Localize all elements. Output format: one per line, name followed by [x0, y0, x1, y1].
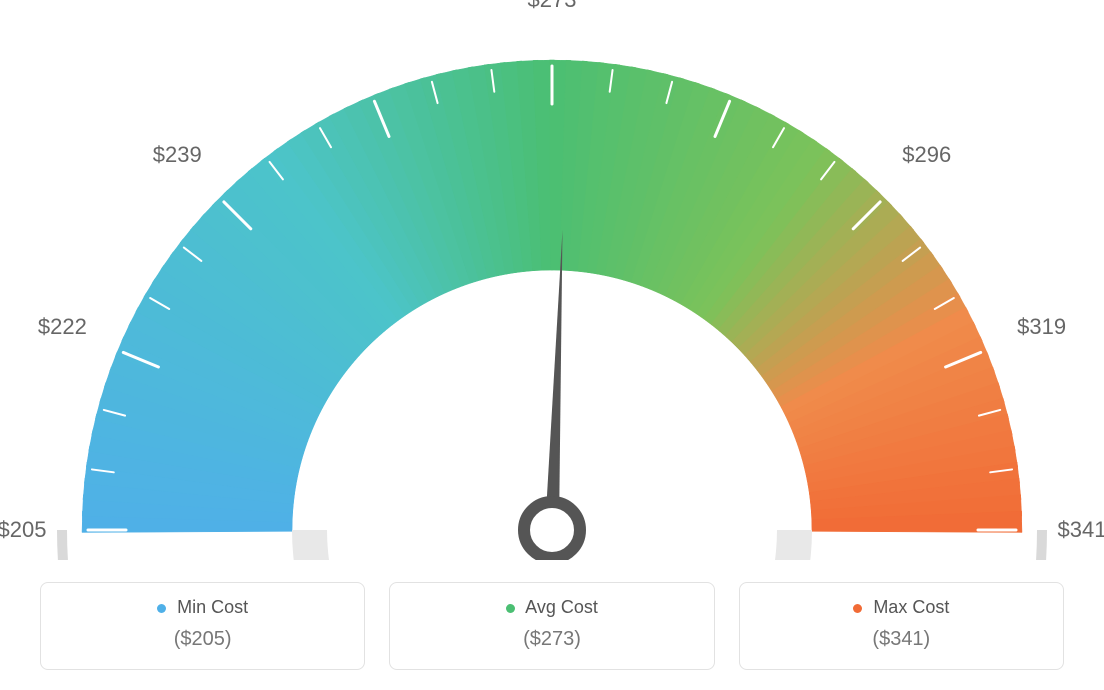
max-cost-card: Max Cost ($341) — [739, 582, 1064, 670]
min-cost-title-text: Min Cost — [177, 597, 248, 617]
gauge-svg — [0, 0, 1104, 560]
min-cost-title: Min Cost — [51, 597, 354, 618]
gauge-scale-label: $205 — [0, 517, 46, 543]
avg-cost-title: Avg Cost — [400, 597, 703, 618]
min-cost-card: Min Cost ($205) — [40, 582, 365, 670]
avg-dot-icon — [506, 604, 515, 613]
gauge-scale-label: $341 — [1058, 517, 1104, 543]
gauge-scale-label: $239 — [153, 142, 202, 168]
avg-cost-card: Avg Cost ($273) — [389, 582, 714, 670]
gauge-scale-label: $222 — [38, 314, 87, 340]
gauge-scale-label: $319 — [1017, 314, 1066, 340]
avg-cost-value: ($273) — [400, 628, 703, 651]
min-cost-value: ($205) — [51, 628, 354, 651]
cost-gauge: $205 $222 $239 $273 $296 $319 $341 — [0, 0, 1104, 560]
gauge-scale-label: $296 — [902, 142, 951, 168]
cost-cards: Min Cost ($205) Avg Cost ($273) Max Cost… — [40, 582, 1064, 670]
max-cost-title-text: Max Cost — [873, 597, 949, 617]
min-dot-icon — [157, 604, 166, 613]
max-dot-icon — [853, 604, 862, 613]
avg-cost-title-text: Avg Cost — [525, 597, 598, 617]
max-cost-value: ($341) — [750, 628, 1053, 651]
max-cost-title: Max Cost — [750, 597, 1053, 618]
gauge-scale-label: $273 — [528, 0, 577, 13]
